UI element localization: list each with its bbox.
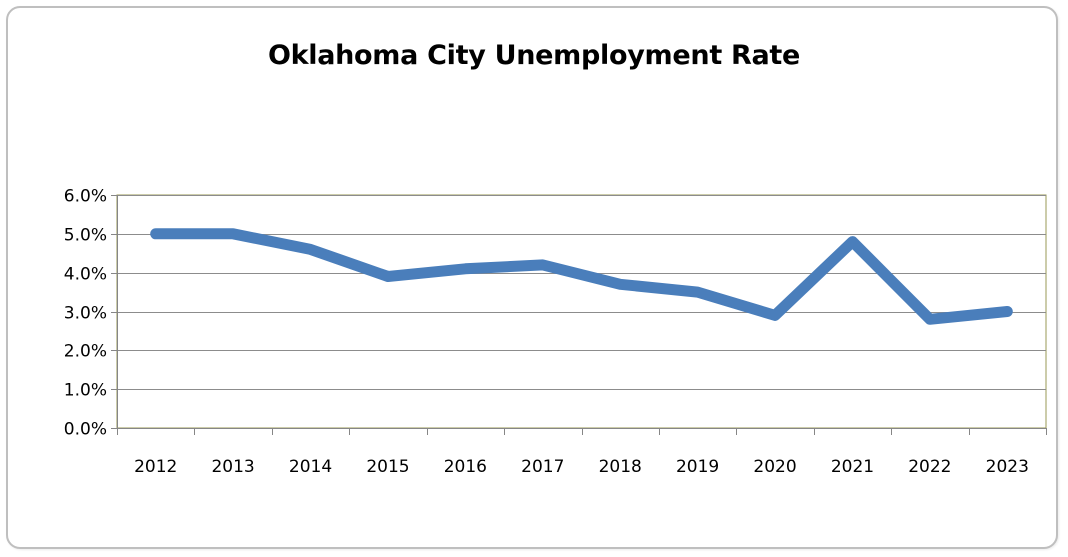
y-tick-label: 1.0% xyxy=(64,381,107,401)
x-tick-label: 2012 xyxy=(134,457,177,477)
series-line xyxy=(150,228,1013,325)
axis-layer xyxy=(111,195,1047,435)
x-tick-label: 2019 xyxy=(676,457,719,477)
y-tick-label: 5.0% xyxy=(64,226,107,246)
y-tick-label: 0.0% xyxy=(64,420,107,440)
y-tick-label: 6.0% xyxy=(64,187,107,207)
label-layer: 0.0% 1.0% 2.0% 3.0% 4.0% 5.0% 6.0% 2012 2013 2014… xyxy=(64,187,1029,478)
x-tick-label: 2021 xyxy=(831,457,874,477)
x-tick-label: 2022 xyxy=(908,457,951,477)
y-tick-label: 4.0% xyxy=(64,265,107,285)
plot-area-border xyxy=(116,194,1047,429)
y-tick-label: 3.0% xyxy=(64,304,107,324)
grid-layer xyxy=(116,194,1047,429)
x-tick-label: 2023 xyxy=(986,457,1029,477)
x-tick-label: 2016 xyxy=(444,457,487,477)
x-tick-label: 2020 xyxy=(753,457,796,477)
y-tick-label: 2.0% xyxy=(64,342,107,362)
series-layer xyxy=(150,228,1013,325)
x-tick-label: 2013 xyxy=(211,457,254,477)
chart-title: Oklahoma City Unemployment Rate xyxy=(267,40,801,71)
x-tick-label: 2015 xyxy=(366,457,409,477)
x-tick-label: 2017 xyxy=(521,457,564,477)
x-tick-label: 2018 xyxy=(599,457,642,477)
x-tick-label: 2014 xyxy=(289,457,332,477)
